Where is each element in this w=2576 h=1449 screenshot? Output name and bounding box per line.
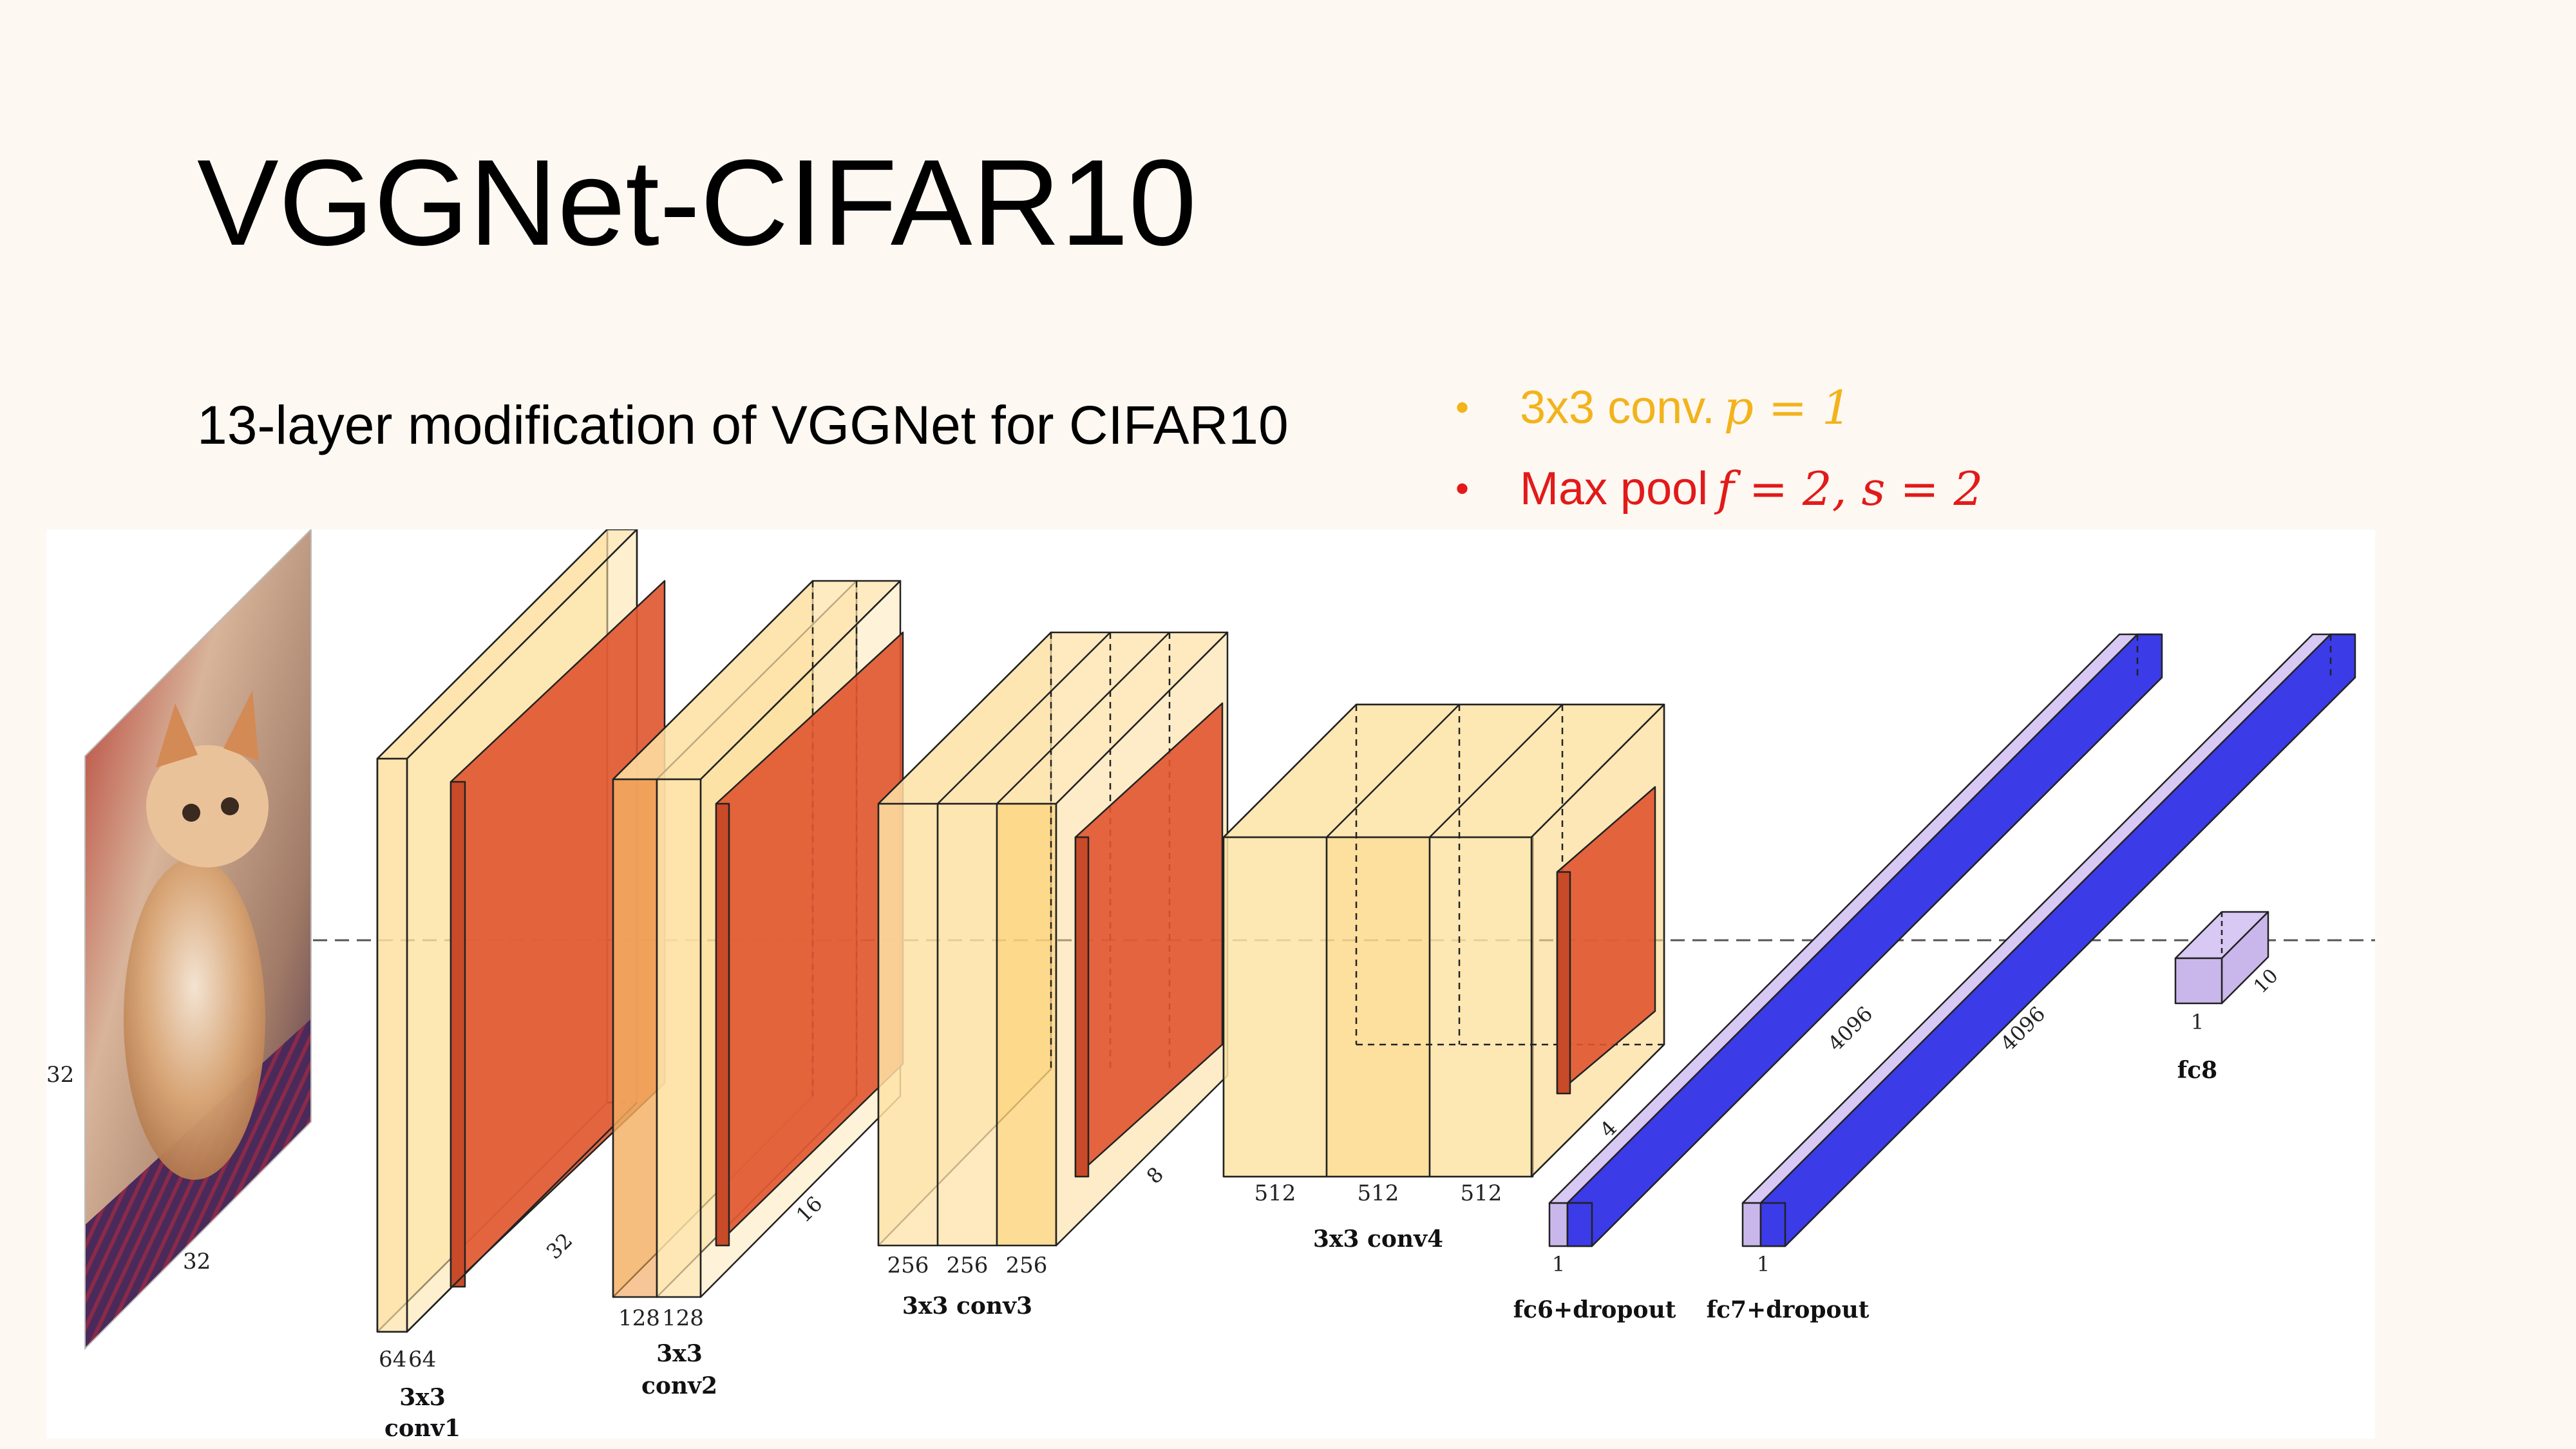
legend: • 3x3 conv. p = 1 • Max pool f = 2, s = … [1455, 367, 1983, 529]
legend-conv-text: 3x3 conv. [1520, 382, 1715, 433]
fc6-label: fc6+dropout [1513, 1296, 1676, 1323]
conv1-channel-2: 64 [408, 1347, 436, 1372]
fc6-width-label: 1 [1552, 1252, 1565, 1276]
conv4-channel-2: 512 [1358, 1180, 1399, 1206]
fc8-width-label: 1 [2191, 1010, 2204, 1034]
fc7-block [1741, 633, 2356, 1247]
legend-pool-math: f = 2, s = 2 [1717, 462, 1984, 516]
conv4-channel-3: 512 [1461, 1180, 1502, 1206]
conv2-label-line2: conv2 [641, 1372, 717, 1399]
conv3-channel-3: 256 [1006, 1253, 1048, 1278]
conv2-label-line1: 3x3 [656, 1340, 703, 1367]
legend-conv-math: p = 1 [1723, 381, 1852, 435]
conv3-channel-2: 256 [947, 1253, 989, 1278]
input-height-label: 32 [46, 1062, 74, 1088]
conv3-label: 3x3 conv3 [902, 1293, 1032, 1320]
fc7-label: fc7+dropout [1707, 1296, 1870, 1323]
fc6-depth-label: 4096 [1823, 1001, 1877, 1056]
conv1-block [376, 529, 666, 1333]
bullet-icon: • [1455, 467, 1470, 510]
conv2-channel-1: 128 [618, 1305, 660, 1331]
conv4-channel-1: 512 [1255, 1180, 1296, 1206]
conv1-label-line1: 3x3 [399, 1384, 446, 1411]
conv2-block [612, 580, 904, 1298]
fc8-block [2174, 911, 2269, 1005]
fc7-width-label: 1 [1757, 1252, 1770, 1276]
slide-title: VGGNet-CIFAR10 [197, 135, 1197, 271]
conv4-block [1222, 703, 1665, 1178]
conv4-label: 3x3 conv4 [1313, 1226, 1443, 1253]
legend-pool-text: Max pool [1520, 463, 1709, 515]
conv2-channel-2: 128 [662, 1305, 704, 1331]
conv1-spatial-label: 32 [542, 1228, 578, 1264]
conv3-block [877, 631, 1229, 1247]
conv3-channel-1: 256 [887, 1253, 929, 1278]
conv1-channel-1: 64 [379, 1347, 406, 1372]
kitten-icon [124, 858, 265, 1180]
input-image [84, 529, 312, 1350]
fc8-label: fc8 [2177, 1057, 2217, 1084]
slide-subtitle: 13-layer modification of VGGNet for CIFA… [197, 395, 1289, 455]
bullet-icon: • [1455, 386, 1470, 429]
conv1-label-line2: conv1 [384, 1415, 460, 1439]
network-diagram: 32 32 64 64 32 3x3 conv1 128 128 16 3x3 … [46, 529, 2375, 1439]
fc6-block [1548, 633, 2163, 1247]
legend-item-pool: • Max pool f = 2, s = 2 [1455, 448, 1983, 529]
legend-item-conv: • 3x3 conv. p = 1 [1455, 367, 1983, 448]
conv3-spatial-label: 8 [1142, 1162, 1168, 1188]
input-width-label: 32 [183, 1249, 211, 1274]
